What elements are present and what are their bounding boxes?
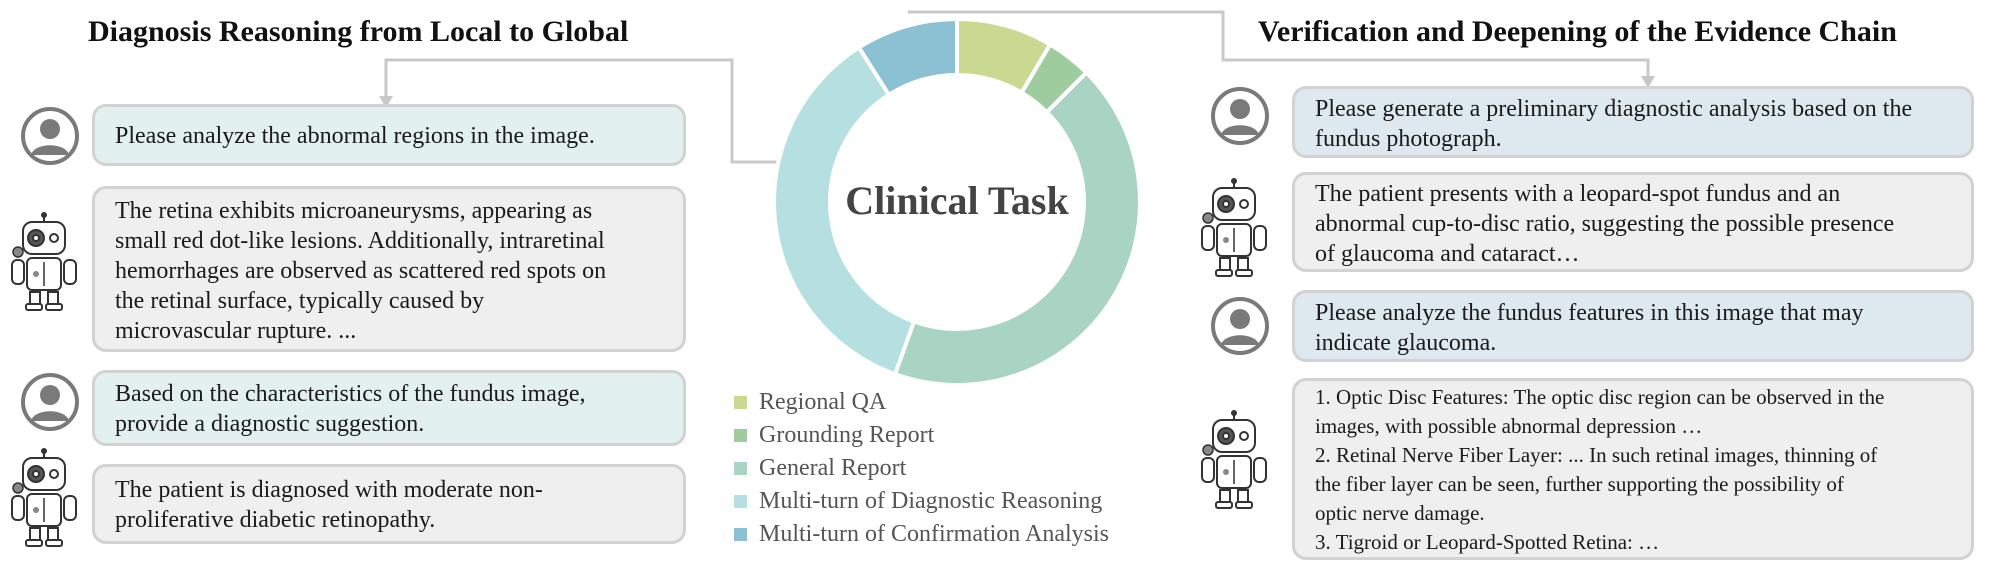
- message-line: hemorrhages are observed as scattered re…: [115, 258, 607, 284]
- legend-item-diagnostic-reasoning: Multi-turn of Diagnostic Reasoning: [734, 485, 1102, 517]
- donut-slice-general-report: [892, 69, 1142, 387]
- right-panel-title: Verification and Deepening of the Eviden…: [1258, 15, 1897, 48]
- message-line: 2. Retinal Nerve Fiber Layer: ... In suc…: [1315, 443, 1878, 467]
- right-connector-arrow: [1641, 76, 1655, 88]
- robot-doctor-icon: [1201, 178, 1267, 277]
- message-line: The patient is diagnosed with moderate n…: [115, 477, 543, 503]
- left-connector-arrow: [379, 96, 393, 108]
- legend-label: General Report: [759, 454, 907, 481]
- message-line: small red dot-like lesions. Additionally…: [115, 228, 605, 254]
- message-line: 1. Optic Disc Features: The optic disc r…: [1315, 385, 1885, 409]
- message-line: abnormal cup-to-disc ratio, suggesting t…: [1315, 211, 1895, 237]
- user-avatar-icon: [21, 373, 79, 431]
- message-line: provide a diagnostic suggestion.: [115, 411, 425, 437]
- legend-label: Multi-turn of Confirmation Analysis: [759, 520, 1109, 547]
- legend-item-general-report: General Report: [734, 452, 906, 484]
- right-connector: [908, 10, 1650, 80]
- right-assistant-message-2: 1. Optic Disc Features: The optic disc r…: [1292, 378, 1974, 560]
- legend-swatch: [734, 428, 747, 442]
- legend-item-regional-qa: Regional QA: [734, 386, 886, 418]
- message-line: microvascular rupture. ...: [115, 318, 357, 344]
- left-user-message-2: Based on the characteristics of the fund…: [92, 370, 686, 446]
- legend-label: Multi-turn of Diagnostic Reasoning: [759, 487, 1103, 514]
- message-line: The patient presents with a leopard-spot…: [1315, 181, 1841, 207]
- message-line: Please analyze the abnormal regions in t…: [115, 123, 595, 149]
- message-line: Please generate a preliminary diagnostic…: [1315, 96, 1913, 122]
- legend-swatch: [734, 494, 747, 508]
- left-connector: [384, 58, 782, 164]
- message-line: the fiber layer can be seen, further sup…: [1315, 472, 1844, 496]
- message-line: Please analyze the fundus features in th…: [1315, 300, 1864, 326]
- donut-slice-multi-turn-of-diagnostic-reasoning: [772, 44, 917, 377]
- user-avatar-icon: [1211, 297, 1269, 355]
- left-panel-title: Diagnosis Reasoning from Local to Global: [88, 15, 629, 48]
- message-line: Based on the characteristics of the fund…: [115, 381, 586, 407]
- message-line: proliferative diabetic retinopathy.: [115, 507, 436, 533]
- legend-swatch: [734, 527, 747, 541]
- legend-label: Regional QA: [759, 388, 887, 415]
- user-avatar-icon: [21, 107, 79, 165]
- left-user-message-1: Please analyze the abnormal regions in t…: [92, 104, 686, 166]
- right-assistant-message-1: The patient presents with a leopard-spot…: [1292, 172, 1974, 272]
- message-line: images, with possible abnormal depressio…: [1315, 414, 1703, 438]
- robot-doctor-icon: [11, 212, 77, 311]
- left-assistant-message-2: The patient is diagnosed with moderate n…: [92, 464, 686, 544]
- message-line: of glaucoma and cataract…: [1315, 241, 1580, 267]
- chart-center-title: Clinical Task: [845, 178, 1069, 223]
- legend-swatch: [734, 461, 747, 475]
- message-line: indicate glaucoma.: [1315, 330, 1497, 356]
- donut-slice-multi-turn-of-confirmation-analysis: [856, 16, 959, 98]
- legend-item-grounding-report: Grounding Report: [734, 419, 934, 451]
- robot-doctor-icon: [11, 448, 77, 547]
- robot-doctor-icon: [1201, 410, 1267, 509]
- legend-item-confirmation-analysis: Multi-turn of Confirmation Analysis: [734, 518, 1109, 550]
- right-user-message-1: Please generate a preliminary diagnostic…: [1292, 86, 1974, 158]
- message-line: The retina exhibits microaneurysms, appe…: [115, 198, 593, 224]
- legend-label: Grounding Report: [759, 421, 935, 448]
- legend-swatch: [734, 395, 747, 409]
- user-avatar-icon: [1211, 87, 1269, 145]
- left-assistant-message-1: The retina exhibits microaneurysms, appe…: [92, 186, 686, 352]
- right-user-message-2: Please analyze the fundus features in th…: [1292, 290, 1974, 362]
- message-line: optic nerve damage.: [1315, 501, 1485, 525]
- message-line: the retinal surface, typically caused by: [115, 288, 485, 314]
- message-line: fundus photograph.: [1315, 126, 1502, 152]
- message-line: 3. Tigroid or Leopard-Spotted Retina: …: [1315, 530, 1660, 554]
